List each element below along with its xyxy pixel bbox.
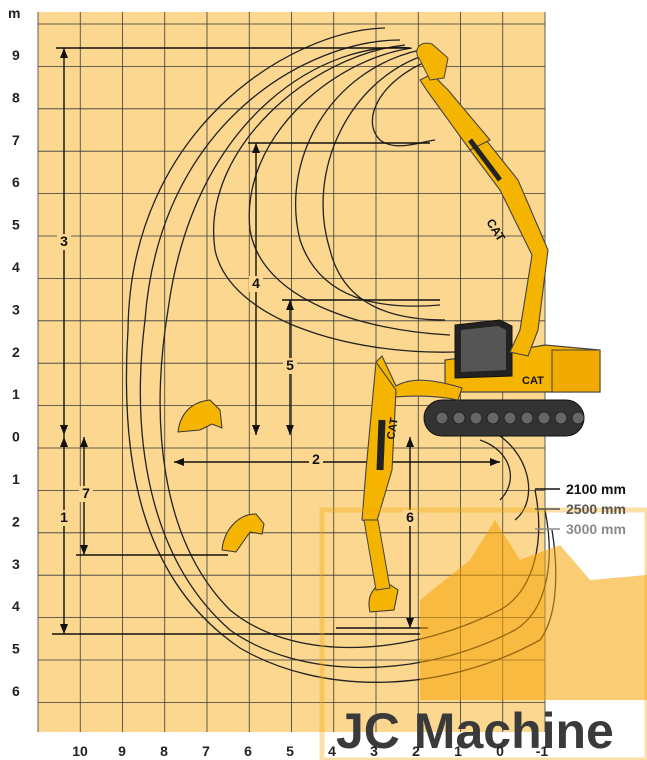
cab-window [461, 326, 506, 372]
dimension-label-1: 1 [60, 509, 68, 525]
excavator: CAT CAT CAT [361, 42, 601, 591]
x-tick-label: 9 [118, 743, 126, 759]
legend-item: 2500 mm [566, 501, 626, 517]
y-tick-label: 5 [12, 217, 20, 233]
arrow-icon [60, 437, 68, 447]
x-tick-label: 6 [244, 743, 252, 759]
arrow-icon [406, 437, 414, 447]
arrow-icon [252, 425, 260, 435]
track-roller [537, 411, 551, 425]
arrow-icon [286, 425, 294, 435]
track-roller [554, 411, 568, 425]
dimension-label-box [57, 234, 71, 250]
y-tick-label: 2 [12, 513, 20, 529]
arrow-icon [60, 48, 68, 58]
dimension-label-7: 7 [82, 485, 90, 501]
inner-curve-4 [213, 44, 456, 353]
x-tick-label: -1 [536, 743, 549, 759]
stick-brand: CAT [385, 417, 401, 441]
track-rollers [435, 411, 585, 425]
bucket-icon [177, 399, 223, 433]
lowered-link [363, 519, 391, 591]
x-tick-label: 7 [202, 743, 210, 759]
track-roller [503, 411, 517, 425]
watermark-frame [319, 507, 647, 760]
arrow-icon [80, 437, 88, 447]
track-roller [520, 411, 534, 425]
dimension-label-6: 6 [406, 509, 414, 525]
arrow-icon [252, 143, 260, 153]
inner-curve-5 [371, 59, 436, 147]
y-tick-label: 5 [12, 641, 20, 657]
lower-curve-2500 [489, 429, 530, 521]
y-tick-label: 4 [12, 259, 20, 275]
y-tick-label: 1 [12, 471, 20, 487]
x-tick-label: 4 [328, 743, 336, 759]
track-roller [486, 411, 500, 425]
arrow-icon [80, 545, 88, 555]
watermark-gear-icon [420, 520, 647, 700]
y-tick-label: 2 [12, 344, 20, 360]
dimension-label-box [249, 276, 263, 292]
y-tick-label: 3 [12, 556, 20, 572]
track-roller [452, 411, 466, 425]
dimension-label-box [309, 452, 323, 468]
arrow-icon [286, 300, 294, 310]
bucket-icon [221, 513, 265, 553]
dimension-label-5: 5 [286, 357, 294, 373]
y-axis-unit: m [8, 5, 20, 21]
arrow-icon [174, 458, 184, 466]
arrow-icon [60, 624, 68, 634]
lower-curve-2100 [479, 439, 511, 501]
stick-cylinder [376, 419, 386, 471]
y-tick-label: 9 [12, 47, 20, 63]
dimension-label-2: 2 [312, 451, 320, 467]
track-roller [435, 411, 449, 425]
track-roller [469, 411, 483, 425]
y-tick-label: 3 [12, 301, 20, 317]
y-tick-label: 8 [12, 89, 20, 105]
inner-curve-3 [248, 47, 451, 336]
arrow-icon [60, 425, 68, 435]
y-tick-label: 6 [12, 174, 20, 190]
x-tick-label: 0 [496, 743, 504, 759]
legend-item: 3000 mm [566, 521, 626, 537]
machine-brand: CAT [522, 375, 544, 387]
inner-curve-2 [322, 54, 446, 321]
dimension-label-4: 4 [252, 275, 260, 291]
arrow-icon [490, 458, 500, 466]
x-tick-label: 5 [286, 743, 294, 759]
y-tick-label: 4 [12, 598, 20, 614]
x-tick-label: 1 [454, 743, 462, 759]
watermark-text: JC Machine [336, 703, 614, 759]
watermark: JC Machine [319, 507, 647, 760]
x-tick-label: 8 [160, 743, 168, 759]
x-tick-label: 10 [72, 743, 88, 759]
x-tick-label: 3 [370, 743, 378, 759]
y-tick-label: 7 [12, 132, 20, 148]
y-tick-label: 1 [12, 386, 20, 402]
dimension-label-box [57, 510, 71, 526]
track-roller [571, 411, 585, 425]
x-tick-label: 2 [412, 743, 420, 759]
counterweight [551, 349, 601, 393]
dimension-label-box [403, 510, 417, 526]
boom-cylinder [468, 138, 502, 182]
raised-bucket [416, 42, 449, 81]
y-tick-label: 0 [12, 429, 20, 445]
legend-item: 2100 mm [566, 481, 626, 497]
dimension-label-3: 3 [60, 233, 68, 249]
inner-curve-1 [295, 49, 441, 307]
y-tick-label: 6 [12, 683, 20, 699]
dimension-label-box [283, 358, 297, 374]
arrow-icon [406, 618, 414, 628]
dimension-label-box [79, 486, 93, 502]
